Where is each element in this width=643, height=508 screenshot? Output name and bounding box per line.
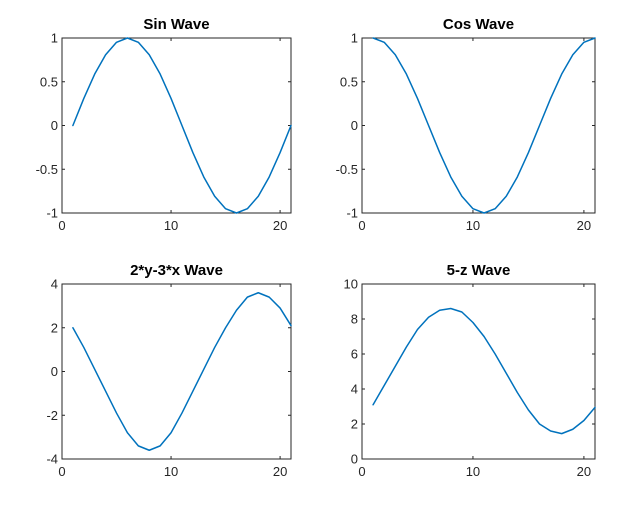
y-tick-label: 2 [51,320,58,335]
x-tick-label: 0 [58,218,65,233]
series-line [72,37,292,214]
plot-area [361,283,596,460]
x-tick-label: 10 [466,464,480,479]
plot-area [61,37,292,214]
x-tick-label: 10 [466,218,480,233]
y-tick-label: 0.5 [40,74,58,89]
y-tick-label: -4 [46,452,58,467]
chart-title: 5-z Wave [447,262,511,279]
y-tick-label: 0 [51,364,58,379]
x-tick-label: 10 [164,464,178,479]
y-tick-label: 4 [51,277,58,292]
chart-title: Sin Wave [143,16,209,33]
y-tick-label: 0 [351,452,358,467]
x-tick-label: 0 [358,464,365,479]
x-tick-label: 20 [577,464,591,479]
chart-title: 2*y-3*x Wave [130,262,223,279]
y-tick-label: 1 [351,31,358,46]
y-tick-label: 0.5 [340,74,358,89]
series-line [372,307,596,435]
series-line [72,292,292,451]
x-tick-label: 0 [358,218,365,233]
y-tick-label: 4 [351,382,358,397]
x-tick-label: 0 [58,464,65,479]
y-tick-label: -0.5 [36,162,58,177]
x-tick-label: 20 [273,464,287,479]
x-tick-label: 10 [164,218,178,233]
y-tick-label: 10 [344,277,358,292]
y-tick-label: 8 [351,312,358,327]
y-tick-label: -0.5 [336,162,358,177]
series-line [372,37,596,214]
y-tick-label: 6 [351,347,358,362]
plot-area [61,283,292,460]
y-tick-label: -1 [46,206,58,221]
y-tick-label: 2 [351,417,358,432]
y-tick-label: -2 [46,408,58,423]
y-tick-label: 1 [51,31,58,46]
x-tick-label: 20 [577,218,591,233]
y-tick-label: 0 [351,118,358,133]
plot-area [361,37,596,214]
y-tick-label: -1 [346,206,358,221]
x-tick-label: 20 [273,218,287,233]
chart-title: Cos Wave [443,16,514,33]
y-tick-label: 0 [51,118,58,133]
